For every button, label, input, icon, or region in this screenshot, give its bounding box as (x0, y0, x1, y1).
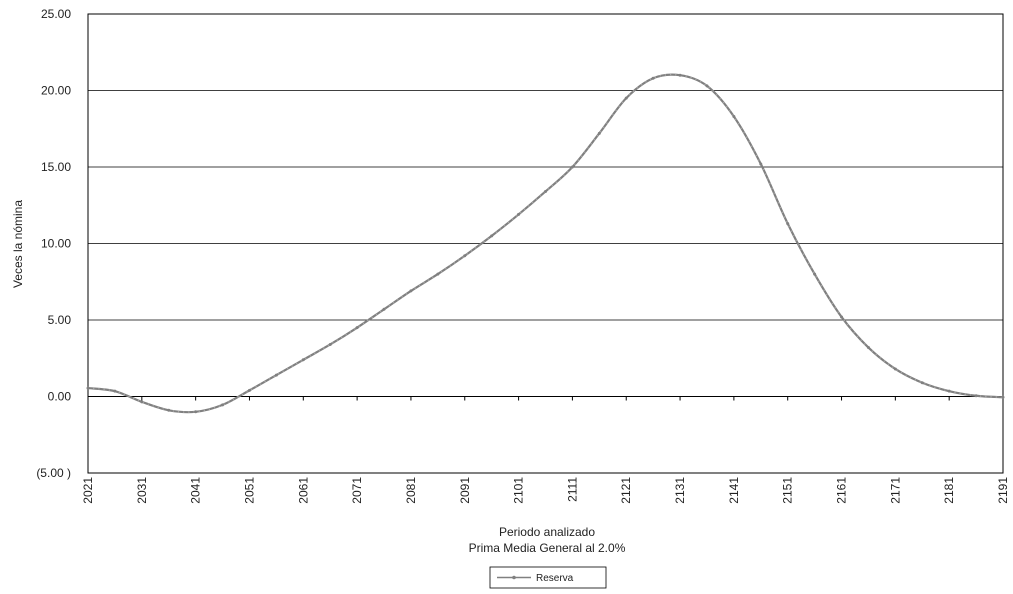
x-tick-label: 2021 (81, 477, 95, 504)
data-point (517, 212, 521, 216)
data-point (140, 400, 144, 404)
x-tick-label: 2141 (727, 477, 741, 504)
data-point (247, 388, 251, 392)
data-point (221, 403, 225, 407)
x-tick-label: 2151 (781, 477, 795, 504)
series-markers-reserva (87, 73, 1004, 413)
y-tick-label: 15.00 (41, 160, 71, 174)
x-tick-label: 2061 (296, 477, 310, 504)
data-point (920, 381, 924, 385)
plot-frame (87, 13, 1004, 474)
x-tick-label: 2041 (189, 477, 203, 504)
data-point (463, 254, 467, 258)
x-tick-label: 2071 (350, 477, 364, 504)
y-tick-label: 20.00 (41, 84, 71, 98)
x-tick-label: 2091 (458, 477, 472, 504)
y-tick-label: 0.00 (48, 390, 72, 404)
data-point (113, 389, 117, 393)
x-tick-label: 2181 (942, 477, 956, 504)
data-point (382, 307, 386, 311)
data-point (1001, 395, 1005, 399)
y-axis-tick-labels: (5.00 ) 0.00 5.00 10.00 15.00 20.00 25.00 (36, 7, 71, 480)
y-tick-label: 25.00 (41, 7, 71, 21)
data-point (301, 358, 305, 362)
y-tick-label: 5.00 (48, 313, 72, 327)
data-point (840, 315, 844, 319)
data-point (86, 386, 90, 390)
data-point (705, 84, 709, 88)
x-tick-label: 2101 (512, 477, 526, 504)
data-point (194, 410, 198, 414)
legend: Reserva (489, 566, 607, 589)
data-point (813, 272, 817, 276)
series-group (86, 73, 1005, 414)
x-axis-tick-labels: 2021 2031 2041 2051 2061 2071 2081 2091 2101 2111… (81, 477, 1010, 504)
legend-label-reserva: Reserva (536, 573, 574, 584)
data-point (274, 373, 278, 377)
data-point (570, 165, 574, 169)
data-point (866, 346, 870, 350)
x-tick-label: 2161 (835, 477, 849, 504)
data-point (893, 367, 897, 371)
x-tick-label: 2081 (404, 477, 418, 504)
data-point (167, 408, 171, 412)
data-point (732, 115, 736, 119)
data-point (355, 326, 359, 330)
x-axis-title: Periodo analizado (499, 525, 595, 539)
data-point (974, 394, 978, 398)
x-tick-label: 2121 (619, 477, 633, 504)
data-point (947, 389, 951, 393)
x-axis-ticks (87, 396, 1004, 401)
x-tick-label: 2111 (565, 477, 579, 502)
data-point (436, 272, 440, 276)
data-point (759, 162, 763, 166)
data-point (544, 189, 547, 193)
data-point (328, 342, 332, 346)
x-tick-label: 2031 (135, 477, 149, 504)
data-point (490, 234, 494, 238)
x-tick-label: 2191 (996, 477, 1010, 504)
data-point (678, 73, 682, 77)
legend-swatch-marker (512, 575, 516, 580)
data-point (786, 222, 790, 226)
x-tick-label: 2051 (242, 477, 256, 504)
data-point (597, 131, 601, 135)
y-axis-title: Veces la nómina (11, 200, 25, 288)
x-tick-label: 2131 (673, 477, 687, 504)
y-tick-label: (5.00 ) (36, 466, 71, 480)
data-point (409, 289, 413, 293)
data-point (651, 76, 655, 80)
y-tick-label: 10.00 (41, 237, 71, 251)
legend-box (489, 566, 607, 589)
chart-subtitle: Prima Media General al 2.0% (469, 541, 626, 555)
data-point (624, 96, 628, 100)
x-tick-label: 2171 (888, 477, 902, 504)
gridlines (88, 90, 1003, 321)
